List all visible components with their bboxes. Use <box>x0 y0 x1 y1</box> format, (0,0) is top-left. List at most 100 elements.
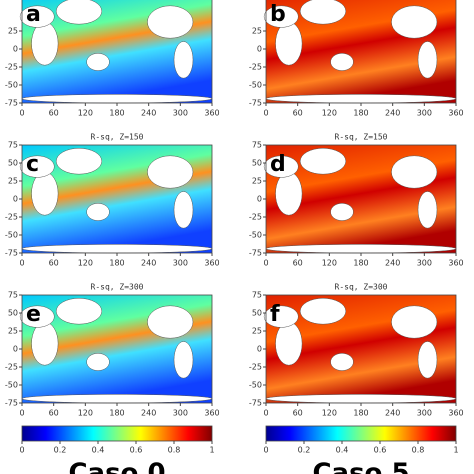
colorbar-tick-label: 0.6 <box>130 446 143 455</box>
land <box>21 394 213 404</box>
caption: Caso 5 <box>312 459 409 474</box>
x-tick-label: 240 <box>141 409 156 418</box>
land <box>391 305 438 339</box>
x-tick-label: 120 <box>78 409 93 418</box>
x-tick-label: 0 <box>263 409 268 418</box>
land <box>21 94 213 104</box>
x-tick-label: 0 <box>263 109 268 118</box>
y-tick-label: -25 <box>249 363 262 372</box>
x-tick-label: 360 <box>448 409 463 418</box>
y-tick-label: -75 <box>249 99 262 108</box>
y-tick-label: -25 <box>249 213 262 222</box>
y-tick-label: -75 <box>5 249 18 258</box>
y-tick-label: -75 <box>249 249 262 258</box>
x-tick-label: 120 <box>322 409 337 418</box>
x-tick-label: 180 <box>109 409 124 418</box>
land <box>19 155 55 178</box>
x-tick-label: 300 <box>173 259 188 268</box>
colorbar-tick-label: 0.2 <box>54 446 67 455</box>
y-tick-label: -50 <box>249 81 262 90</box>
y-tick-label: 0 <box>257 345 262 354</box>
colorbar-tick-label: 0.6 <box>374 446 387 455</box>
x-tick-label: 360 <box>204 109 219 118</box>
x-tick-label: 120 <box>322 259 337 268</box>
land <box>147 155 194 189</box>
land <box>275 321 303 366</box>
land <box>55 0 103 25</box>
colorbar-tick-label: 0.8 <box>412 446 425 455</box>
land <box>265 394 457 404</box>
y-tick-label: 0 <box>257 195 262 204</box>
y-tick-label: -50 <box>5 381 18 390</box>
y-tick-label: -75 <box>249 399 262 408</box>
x-tick-label: 300 <box>417 409 432 418</box>
y-tick-label: -75 <box>5 399 18 408</box>
land <box>263 155 299 178</box>
x-tick-label: 300 <box>173 109 188 118</box>
x-tick-label: 300 <box>417 259 432 268</box>
land <box>417 341 438 379</box>
land <box>417 41 438 79</box>
x-tick-label: 180 <box>109 259 124 268</box>
panel-label: e <box>26 302 41 327</box>
panel-label: a <box>26 2 41 27</box>
colorbar-tick-label: 0 <box>263 446 268 455</box>
land <box>417 191 438 229</box>
x-tick-label: 60 <box>49 409 59 418</box>
land <box>275 171 303 216</box>
y-tick-label: -25 <box>5 363 18 372</box>
y-tick-label: 25 <box>252 327 262 336</box>
panel-label: b <box>270 2 286 27</box>
land <box>265 94 457 104</box>
land <box>21 244 213 254</box>
land <box>299 0 347 25</box>
land <box>173 341 194 379</box>
land <box>299 297 347 325</box>
y-tick-label: 25 <box>252 27 262 36</box>
x-tick-label: 180 <box>353 109 368 118</box>
y-tick-label: -50 <box>5 231 18 240</box>
land <box>330 53 354 71</box>
land <box>275 21 303 66</box>
x-tick-label: 120 <box>78 259 93 268</box>
land <box>299 147 347 175</box>
colorbar-tick-label: 1 <box>453 446 458 455</box>
land <box>55 297 103 325</box>
y-tick-label: 50 <box>252 159 262 168</box>
x-tick-label: 360 <box>448 259 463 268</box>
land <box>147 305 194 339</box>
y-tick-label: 0 <box>13 345 18 354</box>
x-tick-label: 60 <box>49 109 59 118</box>
panel-title: R-sq, Z=300 <box>91 283 144 292</box>
x-tick-label: 60 <box>293 259 303 268</box>
x-tick-label: 0 <box>19 409 24 418</box>
y-tick-label: -75 <box>5 99 18 108</box>
y-tick-label: 0 <box>13 195 18 204</box>
colorbar <box>265 425 457 442</box>
y-tick-label: 0 <box>257 45 262 54</box>
y-tick-label: 25 <box>8 177 18 186</box>
y-tick-label: -50 <box>249 381 262 390</box>
land <box>55 147 103 175</box>
x-tick-label: 60 <box>293 109 303 118</box>
land <box>263 5 299 28</box>
x-tick-label: 300 <box>173 409 188 418</box>
land <box>330 203 354 221</box>
land <box>31 171 59 216</box>
x-tick-label: 240 <box>385 109 400 118</box>
colorbar-tick-label: 0.4 <box>92 446 105 455</box>
x-tick-label: 0 <box>263 259 268 268</box>
panel-title: R-sq, Z=150 <box>91 133 144 142</box>
y-tick-label: -50 <box>249 231 262 240</box>
x-tick-label: 60 <box>49 259 59 268</box>
land <box>173 41 194 79</box>
y-tick-label: -25 <box>5 213 18 222</box>
y-tick-label: -50 <box>5 81 18 90</box>
land <box>330 353 354 371</box>
x-tick-label: 360 <box>448 109 463 118</box>
x-tick-label: 180 <box>109 109 124 118</box>
colorbar-tick-label: 0.2 <box>298 446 311 455</box>
land <box>31 21 59 66</box>
x-tick-label: 0 <box>19 109 24 118</box>
